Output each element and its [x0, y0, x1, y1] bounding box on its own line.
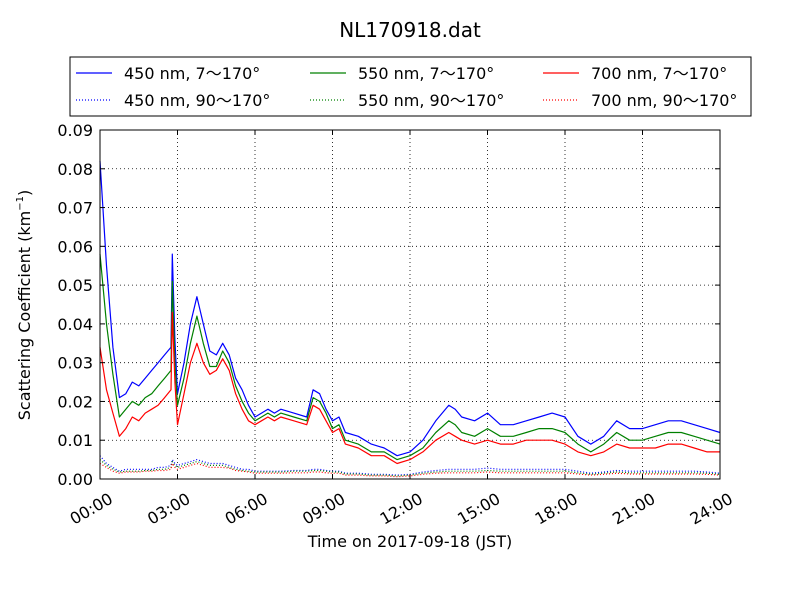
series-line-5	[99, 462, 721, 478]
x-tick-label: 00:00	[67, 489, 116, 529]
grid-lines	[100, 130, 720, 479]
y-axis-label-close: )	[15, 190, 34, 196]
series-line-0	[99, 160, 721, 457]
legend-label: 450 nm, 90～170°	[124, 91, 270, 110]
x-tick-label: 15:00	[454, 489, 503, 529]
legend-label: 550 nm, 7～170°	[358, 64, 494, 83]
x-tick-label: 18:00	[532, 489, 581, 529]
x-tick-label: 09:00	[299, 489, 348, 529]
legend-label: 550 nm, 90～170°	[358, 91, 504, 110]
legend: 450 nm, 7～170° 550 nm, 7～170° 700 nm, 7～17…	[69, 56, 752, 117]
x-tick-label: 24:00	[687, 489, 736, 529]
y-tick-label: 0.08	[57, 160, 93, 179]
chart-title: NL170918.dat	[339, 18, 481, 42]
y-tick-label: 0.02	[57, 392, 93, 411]
y-tick-label: 0.09	[57, 121, 93, 140]
y-axis-label: Scattering Coefficient (km−1)	[15, 190, 34, 421]
series-layer	[99, 160, 721, 478]
y-axis-label-superscript: −1	[15, 196, 26, 211]
axis-ticks	[99, 129, 721, 480]
y-tick-label: 0.07	[57, 199, 93, 218]
y-tick-label: 0.01	[57, 431, 93, 450]
y-tick-label: 0.05	[57, 276, 93, 295]
y-tick-label: 0.04	[57, 315, 93, 334]
x-tick-label: 06:00	[222, 489, 271, 529]
y-tick-label: 0.06	[57, 237, 93, 256]
legend-label: 700 nm, 90～170°	[591, 91, 737, 110]
x-tick-label: 12:00	[377, 489, 426, 529]
series-line-2	[99, 311, 720, 465]
legend-label: 450 nm, 7～170°	[124, 64, 260, 83]
legend-label: 700 nm, 7～170°	[591, 64, 727, 83]
y-tick-labels: 0.00 0.01 0.02 0.03 0.04 0.05 0.06 0.07 0.08 0.09	[57, 121, 93, 489]
x-tick-label: 03:00	[144, 489, 193, 529]
x-tick-label: 21:00	[609, 489, 658, 529]
y-tick-label: 0.00	[57, 470, 93, 489]
x-tick-labels: 00:00 03:00 06:00 09:00 12:00 15:00 18:00 21:00…	[67, 489, 736, 529]
y-axis-label-main: Scattering Coefficient (km	[15, 211, 34, 421]
y-tick-label: 0.03	[57, 354, 93, 373]
legend-box	[69, 56, 752, 117]
x-axis-label: Time on 2017-09-18 (JST)	[307, 532, 512, 551]
